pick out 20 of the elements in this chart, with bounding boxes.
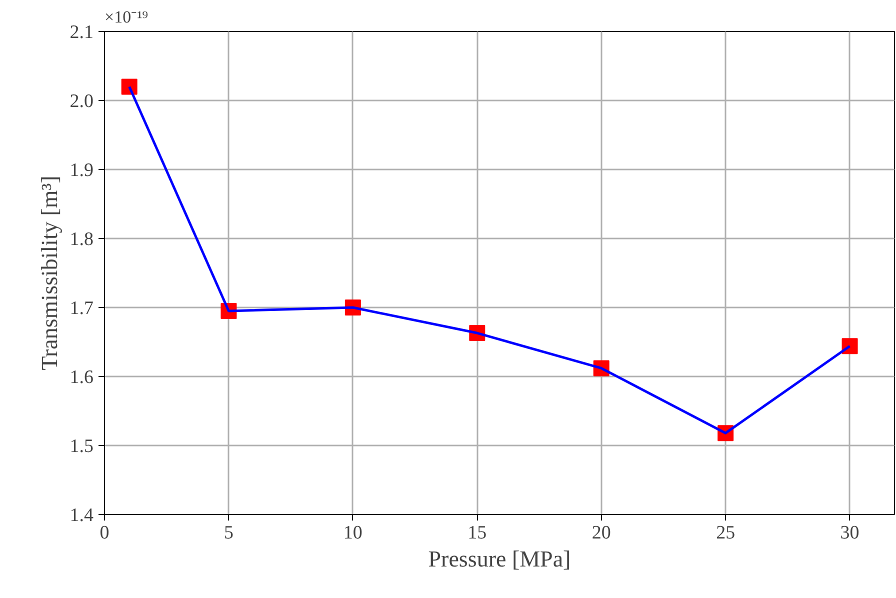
x-tick-label: 30 bbox=[840, 522, 860, 544]
point bbox=[121, 78, 138, 95]
x-tick-label: 25 bbox=[716, 522, 736, 544]
y-tick-label: 1.6 bbox=[70, 367, 94, 388]
x-tick-label: 15 bbox=[468, 522, 487, 544]
y-tick-label: 1.7 bbox=[70, 298, 94, 319]
x-tick-label: 10 bbox=[343, 522, 362, 544]
y-tick-label: 1.4 bbox=[70, 505, 94, 526]
x-tick-label: 0 bbox=[100, 522, 110, 544]
x-tick-label: 5 bbox=[224, 522, 234, 544]
point bbox=[842, 338, 858, 354]
y-tick-label: 1.8 bbox=[70, 229, 94, 250]
y-tick-label: 2.1 bbox=[70, 22, 94, 43]
y-tick-label: 2.0 bbox=[70, 91, 94, 112]
y-tick-label: 1.5 bbox=[70, 436, 94, 457]
text: ×10⁻¹⁹ bbox=[104, 8, 148, 26]
y-axis-title: Transmissibility [m³] bbox=[36, 176, 62, 370]
y-tick-label: 1.9 bbox=[70, 160, 94, 181]
x-tick-label: 20 bbox=[592, 522, 611, 544]
x-axis-title: Pressure [MPa] bbox=[428, 546, 571, 572]
